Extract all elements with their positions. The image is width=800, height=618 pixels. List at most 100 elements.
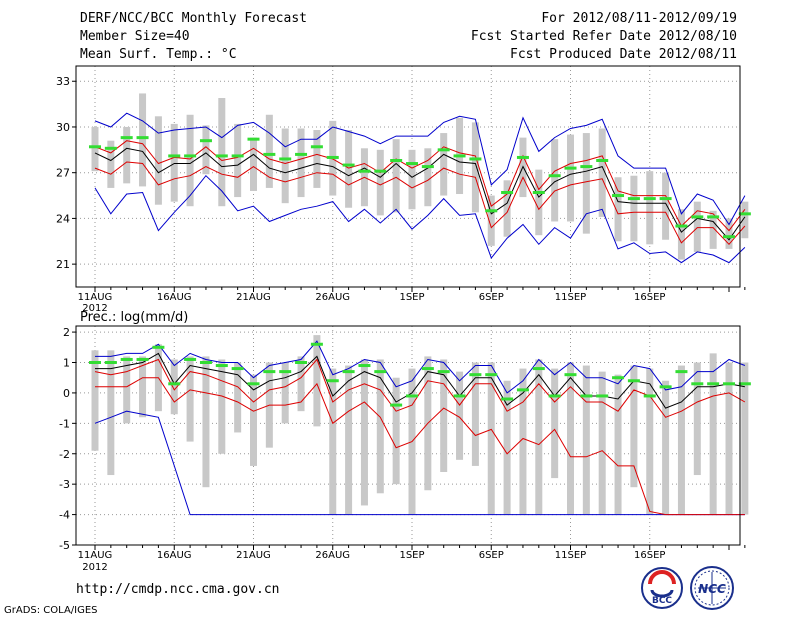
ensemble-range-bar — [630, 175, 638, 242]
grads-credit: GrADS: COLA/IGES — [4, 605, 98, 616]
ensemble-range-bar — [709, 210, 717, 249]
ensemble-range-bar — [250, 374, 257, 466]
ensemble-range-bar — [154, 116, 162, 205]
ensemble-range-bar — [218, 98, 226, 207]
ensemble-range-bar — [677, 209, 685, 260]
y-tick-label: 33 — [56, 75, 70, 88]
y-tick-label: -4 — [59, 509, 70, 522]
y-tick-label: -1 — [59, 417, 70, 430]
ensemble-range-bar — [123, 356, 131, 424]
ensemble-range-bar — [202, 356, 210, 488]
x-tick-label: 16AUG — [157, 550, 192, 561]
x-tick-label: 1SEP — [399, 292, 424, 303]
ensemble-range-bar — [139, 356, 147, 418]
chart-title: DERF/NCC/BCC Monthly Forecast — [80, 11, 307, 26]
ncc-logo: NCC — [690, 566, 734, 610]
ensemble-range-bar — [471, 362, 479, 466]
y-tick-label: 30 — [56, 121, 70, 134]
ensemble-range-bar — [392, 377, 400, 485]
temperature-chart: 21 24 27 30 33 11AUG 16AUG 21AUG 26AUG 1SEP 6SEP 11… — [56, 65, 751, 314]
variable-label: Mean Surf. Temp.: °C — [80, 47, 237, 62]
x-tick-label: 16SEP — [634, 550, 665, 561]
chart-subtitle: Prec.: log(mm/d) — [80, 310, 188, 325]
x-tick-label: 11AUG — [78, 292, 113, 303]
y-tick-label: 2 — [63, 326, 70, 339]
ensemble-range-bar — [630, 365, 638, 488]
x-tick-label: 11SEP — [555, 292, 586, 303]
ensemble-range-bar — [376, 359, 384, 494]
ensemble-range-bar — [551, 368, 559, 479]
series-line-max — [94, 410, 745, 516]
series-line-min — [94, 112, 746, 226]
ensemble-range-bar — [551, 139, 559, 222]
ensemble-range-bar — [535, 169, 543, 236]
bcc-logo-text: BCC — [652, 596, 672, 606]
ensemble-range-bar — [123, 126, 131, 184]
ensemble-range-bar — [646, 171, 654, 245]
x-tick-label: 26AUG — [315, 292, 350, 303]
ensemble-range-bar — [567, 134, 574, 222]
ensemble-range-bar — [456, 371, 464, 460]
y-tick-label: -3 — [59, 478, 70, 491]
x-tick-label: 21AUG — [236, 292, 271, 303]
x-tick-label: 1SEP — [399, 550, 424, 561]
x-tick-label: 21AUG — [236, 550, 271, 561]
ensemble-range-bar — [313, 130, 321, 188]
ensemble-range-bar — [376, 149, 384, 216]
ensemble-range-bar — [345, 130, 353, 208]
ensemble-range-bar — [313, 335, 321, 427]
ensemble-range-bar — [186, 114, 194, 207]
ensemble-range-bar — [471, 122, 479, 213]
ensemble-range-bar — [741, 362, 749, 515]
ensemble-range-bar — [281, 362, 289, 424]
fcst-produced-date: Fcst Produced Date 2012/08/11 — [510, 47, 737, 62]
ensemble-range-bar — [234, 362, 242, 433]
series-line-q_high — [94, 140, 746, 232]
series-line-q_low — [94, 161, 746, 246]
ensemble-range-bar — [598, 128, 606, 217]
y-tick-label: 24 — [56, 212, 70, 225]
x-tick-label: 6SEP — [479, 550, 504, 561]
ensemble-range-bar — [360, 359, 368, 506]
ensemble-range-bar — [139, 93, 147, 187]
ensemble-range-bar — [107, 350, 115, 476]
ensemble-range-bar — [234, 123, 242, 198]
y-tick-label: -2 — [59, 448, 70, 461]
ensemble-range-bar — [646, 368, 654, 515]
ensemble-range-bar — [202, 125, 210, 175]
ensemble-range-bar — [408, 149, 416, 210]
ensemble-range-bar — [440, 359, 448, 472]
x-tick-label: 16AUG — [157, 292, 192, 303]
ensemble-range-bar — [725, 362, 733, 515]
x-year-label: 2012 — [82, 562, 107, 573]
ensemble-range-bar — [487, 362, 495, 515]
ensemble-range-bar — [250, 137, 257, 191]
source-url[interactable]: http://cmdp.ncc.cma.gov.cn — [76, 582, 280, 597]
y-tick-label: 27 — [56, 167, 70, 180]
ensemble-range-bar — [345, 365, 353, 515]
ensemble-range-bar — [503, 180, 511, 237]
ensemble-range-bar — [582, 365, 590, 515]
ensemble-range-bar — [598, 371, 606, 515]
ensemble-range-bar — [186, 356, 194, 442]
ensemble-range-bar — [424, 148, 432, 207]
x-tick-label: 11AUG — [78, 550, 113, 561]
ncc-logo-text: NCC — [698, 582, 726, 596]
series-line-mean — [94, 147, 746, 241]
ensemble-range-bar — [693, 201, 701, 252]
ensemble-range-bar — [440, 133, 448, 196]
ensemble-range-bar — [519, 368, 527, 515]
x-year-label: 2012 — [82, 303, 107, 314]
y-tick-label: 1 — [63, 357, 70, 370]
ensemble-range-bar — [567, 362, 574, 515]
ensemble-range-bar — [693, 362, 701, 476]
ensemble-range-bar — [329, 368, 337, 515]
logos: BCC NCC — [641, 566, 734, 610]
ensemble-range-bar — [725, 218, 733, 249]
plot-frame — [75, 65, 741, 288]
bcc-logo: BCC — [641, 567, 683, 609]
ensemble-range-bar — [265, 114, 273, 188]
ensemble-range-bar — [614, 374, 622, 515]
x-tick-label: 11SEP — [555, 550, 586, 561]
